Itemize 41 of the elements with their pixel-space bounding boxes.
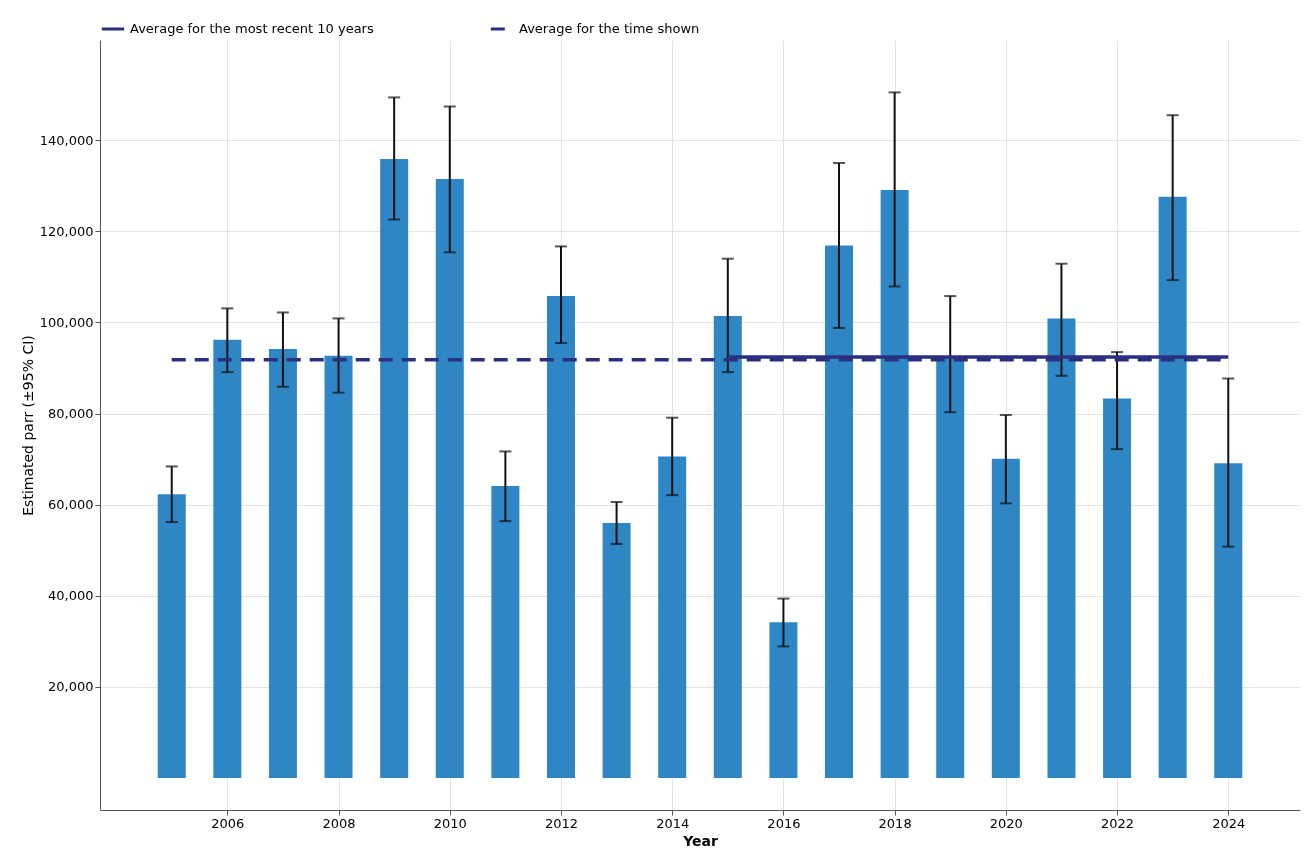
x-tick-label: 2018 (878, 815, 912, 831)
x-tick-label: 2010 (433, 815, 467, 831)
y-tick-label: 40,000 (48, 588, 94, 604)
x-tick-label: 2012 (544, 815, 579, 831)
bar (546, 296, 575, 779)
bar (936, 357, 965, 779)
y-tick-label: 60,000 (48, 497, 94, 513)
x-axis-title: Year (682, 832, 718, 849)
x-tick-label: 2014 (656, 815, 690, 831)
y-tick-label: 20,000 (48, 679, 94, 695)
bar (380, 158, 409, 779)
bar (268, 348, 297, 779)
x-tick-label: 2024 (1212, 815, 1246, 831)
x-tick-label: 2022 (1101, 815, 1135, 831)
x-tick-label: 2006 (211, 815, 245, 831)
legend-label: Average for the time shown (519, 21, 700, 36)
y-tick-label: 120,000 (39, 223, 94, 239)
bar (435, 178, 464, 779)
bar (1214, 463, 1243, 779)
bar (713, 316, 742, 779)
bar (658, 456, 687, 779)
bar (825, 245, 854, 779)
bar (769, 622, 798, 779)
bar (1103, 398, 1132, 779)
y-tick-label: 100,000 (39, 314, 94, 330)
bar (1158, 196, 1187, 779)
x-tick-label: 2020 (989, 815, 1023, 831)
y-tick-label: 80,000 (48, 406, 94, 422)
legend-label: Average for the most recent 10 years (130, 21, 374, 36)
bar (880, 189, 909, 779)
y-tick-label: 140,000 (39, 132, 94, 148)
bar (157, 494, 186, 779)
y-axis-title: Estimated parr (±95% CI) (19, 335, 36, 516)
bar (602, 522, 631, 779)
bar (1047, 318, 1076, 779)
bar (213, 339, 242, 779)
bar (324, 355, 353, 779)
bar (991, 458, 1020, 779)
x-tick-label: 2008 (322, 815, 356, 831)
bar (491, 486, 520, 779)
x-tick-label: 2016 (767, 815, 801, 831)
